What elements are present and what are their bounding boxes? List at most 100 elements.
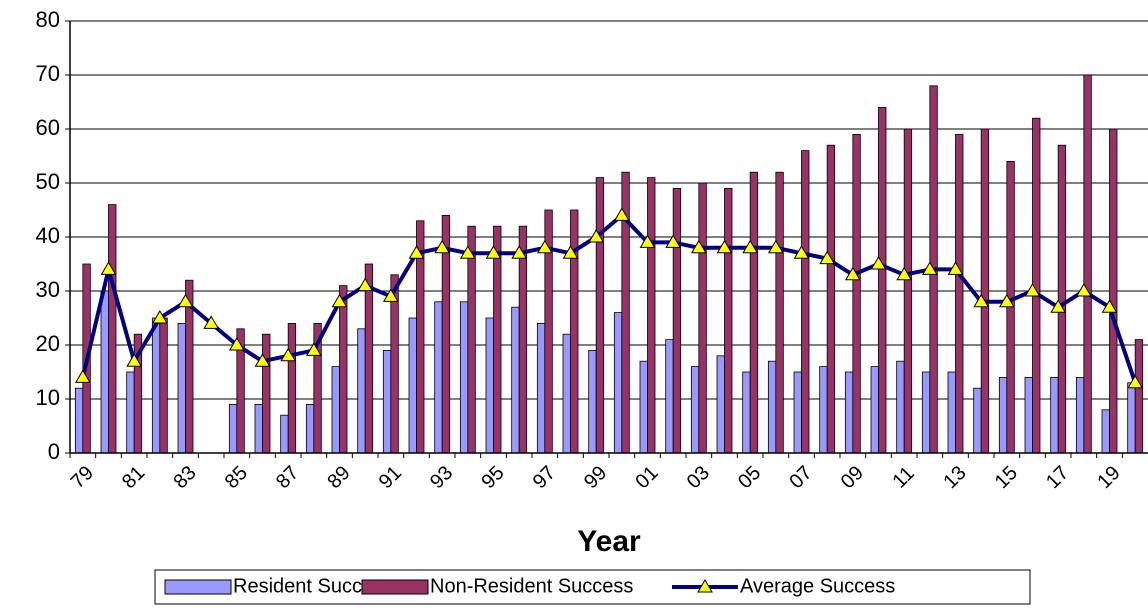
- marker: [1050, 299, 1067, 313]
- legend-marker: [697, 579, 713, 593]
- bar: [1050, 376, 1059, 454]
- bar: [159, 317, 168, 454]
- bar: [177, 322, 186, 454]
- bar: [613, 312, 623, 454]
- bar: [980, 128, 990, 454]
- bar: [1101, 409, 1110, 454]
- marker: [562, 245, 579, 259]
- bar: [562, 333, 571, 454]
- x-tick-label: 79: [67, 462, 98, 493]
- marker: [305, 342, 322, 356]
- y-tick-label: 70: [36, 61, 60, 86]
- marker: [382, 288, 399, 302]
- bar: [665, 339, 674, 454]
- bar: [690, 366, 700, 454]
- marker: [100, 261, 117, 275]
- bar: [493, 225, 502, 454]
- bar: [588, 349, 597, 454]
- bar: [364, 263, 374, 454]
- marker: [947, 261, 964, 275]
- y-tick-label: 40: [36, 223, 60, 248]
- bar: [280, 414, 289, 454]
- y-tick-label: 50: [36, 169, 60, 194]
- bar: [228, 403, 238, 454]
- x-tick-label: 91: [375, 462, 406, 493]
- y-tick-label: 20: [36, 331, 60, 356]
- marker: [485, 245, 502, 259]
- marker: [767, 239, 784, 254]
- marker: [126, 353, 143, 367]
- bar: [998, 376, 1008, 454]
- y-tick-label: 0: [48, 439, 60, 464]
- x-tick-label: 83: [169, 462, 200, 493]
- bar: [955, 133, 964, 454]
- x-tick-label: 97: [529, 462, 560, 493]
- marker: [793, 245, 810, 259]
- y-tick-label: 80: [36, 7, 60, 32]
- y-tick-label: 60: [36, 115, 60, 140]
- bar: [1127, 382, 1136, 454]
- x-tick-label: 17: [1042, 462, 1073, 493]
- bar: [459, 301, 469, 454]
- bar: [767, 360, 777, 454]
- x-tick-label: 01: [631, 462, 662, 493]
- x-tick-label: 87: [272, 462, 303, 493]
- bar: [100, 290, 109, 454]
- marker: [536, 239, 553, 254]
- bar: [74, 387, 84, 454]
- x-tick-label: 03: [683, 462, 714, 493]
- marker: [228, 337, 245, 351]
- x-tick-label: 93: [426, 462, 457, 493]
- marker: [434, 239, 451, 254]
- y-tick-label: 30: [36, 277, 60, 302]
- bar: [775, 171, 784, 454]
- marker: [716, 239, 733, 254]
- marker: [177, 293, 194, 308]
- marker: [280, 347, 297, 362]
- bar: [536, 322, 546, 454]
- marker: [1101, 299, 1118, 313]
- marker: [665, 234, 682, 248]
- x-tick-label: 19: [1093, 462, 1124, 493]
- legend-box: [154, 569, 1031, 605]
- bar: [878, 107, 887, 454]
- marker: [408, 245, 425, 259]
- marker: [870, 256, 887, 270]
- x-tick-label: 13: [939, 462, 970, 493]
- x-axis-title: Year: [577, 525, 641, 558]
- marker: [690, 239, 707, 254]
- bar: [1075, 376, 1085, 454]
- bar: [1083, 74, 1092, 454]
- legend-swatch: [361, 579, 429, 595]
- marker: [998, 293, 1015, 308]
- bar: [126, 371, 135, 454]
- marker: [613, 207, 630, 221]
- bar: [595, 177, 605, 454]
- bar: [434, 301, 443, 454]
- bar: [947, 371, 956, 454]
- marker: [639, 234, 656, 248]
- bar: [903, 128, 913, 454]
- bar: [382, 349, 392, 454]
- bar: [921, 371, 931, 454]
- bar: [826, 144, 836, 454]
- x-tick-label: 85: [221, 462, 252, 493]
- marker: [74, 369, 91, 383]
- x-tick-label: 95: [477, 462, 508, 493]
- bar: [357, 328, 366, 454]
- marker: [742, 239, 759, 254]
- marker: [844, 266, 861, 281]
- bar: [570, 209, 579, 454]
- bar: [698, 182, 707, 454]
- bar: [896, 360, 905, 454]
- bar: [262, 333, 271, 454]
- marker: [896, 266, 913, 281]
- bar: [108, 204, 117, 454]
- x-tick-label: 15: [991, 462, 1022, 493]
- marker: [511, 245, 528, 259]
- bar: [672, 187, 682, 454]
- legend-swatch: [164, 579, 232, 595]
- bar: [305, 403, 315, 454]
- bar: [647, 177, 656, 454]
